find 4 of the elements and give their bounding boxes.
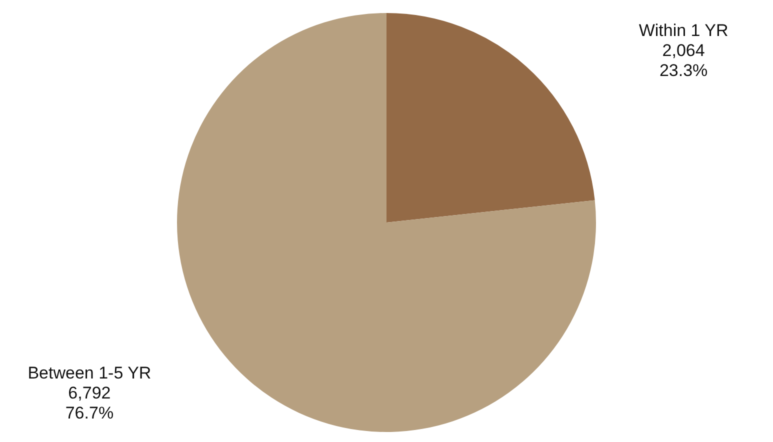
data-label: 6,792 76.7% <box>65 384 114 423</box>
data-label: 2,064 23.3% <box>659 40 708 80</box>
slice-label: Between 1-5 YR <box>28 364 152 383</box>
slice-label: Within 1 YR <box>638 20 728 40</box>
